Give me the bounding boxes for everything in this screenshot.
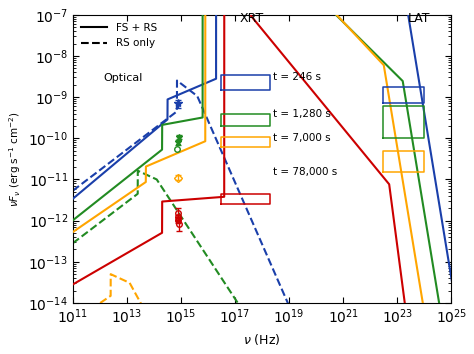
Text: t = 78,000 s: t = 78,000 s bbox=[273, 167, 337, 177]
Legend: FS + RS, RS only: FS + RS, RS only bbox=[78, 20, 160, 51]
X-axis label: $\nu$ (Hz): $\nu$ (Hz) bbox=[243, 332, 281, 347]
Text: LAT: LAT bbox=[408, 12, 430, 25]
Y-axis label: $\nu F_\nu$ (erg s$^{-1}$ cm$^{-2}$): $\nu F_\nu$ (erg s$^{-1}$ cm$^{-2}$) bbox=[7, 111, 23, 207]
Text: t = 7,000 s: t = 7,000 s bbox=[273, 133, 330, 143]
Text: Optical: Optical bbox=[103, 73, 142, 83]
Text: t = 1,280 s: t = 1,280 s bbox=[273, 109, 331, 120]
Text: t = 246 s: t = 246 s bbox=[273, 72, 321, 82]
Text: XRT: XRT bbox=[240, 12, 264, 25]
